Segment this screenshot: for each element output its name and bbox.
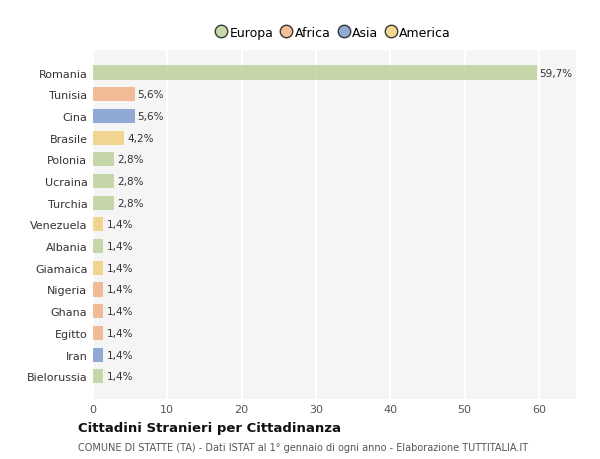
- Text: 1,4%: 1,4%: [106, 263, 133, 273]
- Text: 5,6%: 5,6%: [137, 90, 164, 100]
- Bar: [93, 153, 114, 167]
- Bar: [93, 240, 103, 253]
- Bar: [93, 110, 134, 124]
- Bar: [93, 174, 114, 189]
- Text: 1,4%: 1,4%: [106, 285, 133, 295]
- Text: 2,8%: 2,8%: [117, 177, 143, 187]
- Bar: [93, 67, 536, 80]
- Bar: [93, 326, 103, 340]
- Bar: [93, 348, 103, 362]
- Text: Cittadini Stranieri per Cittadinanza: Cittadini Stranieri per Cittadinanza: [78, 421, 341, 434]
- Text: 59,7%: 59,7%: [539, 68, 573, 78]
- Text: 1,4%: 1,4%: [106, 241, 133, 252]
- Text: 1,4%: 1,4%: [106, 371, 133, 381]
- Text: 1,4%: 1,4%: [106, 350, 133, 360]
- Bar: [93, 218, 103, 232]
- Bar: [93, 304, 103, 319]
- Text: 1,4%: 1,4%: [106, 307, 133, 317]
- Legend: Europa, Africa, Asia, America: Europa, Africa, Asia, America: [213, 22, 456, 45]
- Text: 2,8%: 2,8%: [117, 155, 143, 165]
- Text: 5,6%: 5,6%: [137, 112, 164, 122]
- Bar: [93, 131, 124, 146]
- Text: 1,4%: 1,4%: [106, 328, 133, 338]
- Bar: [93, 196, 114, 210]
- Text: 2,8%: 2,8%: [117, 198, 143, 208]
- Bar: [93, 283, 103, 297]
- Text: 4,2%: 4,2%: [127, 133, 154, 143]
- Bar: [93, 261, 103, 275]
- Text: 1,4%: 1,4%: [106, 220, 133, 230]
- Text: COMUNE DI STATTE (TA) - Dati ISTAT al 1° gennaio di ogni anno - Elaborazione TUT: COMUNE DI STATTE (TA) - Dati ISTAT al 1°…: [78, 442, 528, 452]
- Bar: [93, 88, 134, 102]
- Bar: [93, 369, 103, 383]
